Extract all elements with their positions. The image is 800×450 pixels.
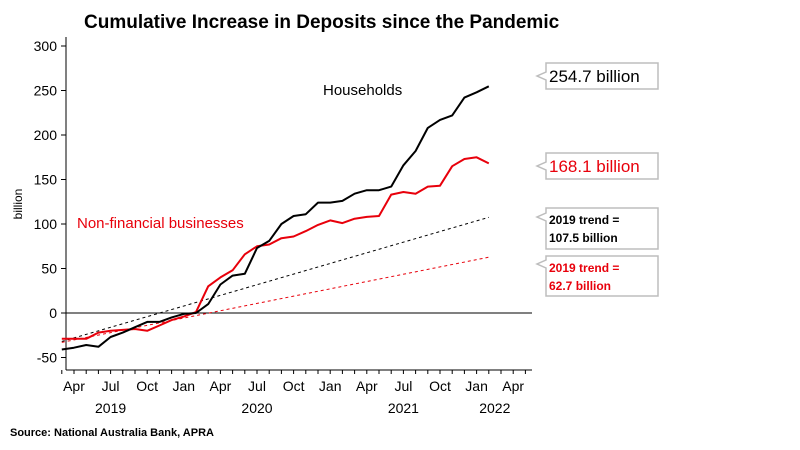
y-tick-label: 150 bbox=[34, 172, 58, 188]
households-trend-line1: 2019 trend = bbox=[549, 213, 619, 227]
year-label: 2019 bbox=[95, 400, 126, 416]
source-note: Source: National Australia Bank, APRA bbox=[10, 427, 214, 439]
households-end-callout: 254.7 billion bbox=[535, 62, 659, 90]
x-tick-label: Apr bbox=[63, 378, 85, 394]
households-trend-line2: 107.5 billion bbox=[549, 231, 618, 245]
year-label: 2021 bbox=[388, 400, 419, 416]
businesses-end-value: 168.1 billion bbox=[549, 157, 640, 176]
y-tick-label: 100 bbox=[34, 216, 58, 232]
x-tick-label: Jul bbox=[248, 378, 266, 394]
series-lines bbox=[61, 85, 490, 351]
x-tick-label: Oct bbox=[283, 378, 305, 394]
businesses-label: Non-financial businesses bbox=[77, 215, 244, 232]
x-tick-label: Apr bbox=[356, 378, 378, 394]
trend-lines bbox=[61, 216, 489, 343]
year-labels: 2019 2020 2021 2022 bbox=[95, 400, 511, 416]
x-tick-label: Jul bbox=[102, 378, 120, 394]
y-tick-label: -50 bbox=[37, 350, 57, 366]
businesses-trend-callout: 2019 trend = 62.7 billion bbox=[535, 255, 659, 297]
y-tick-label: 0 bbox=[49, 305, 57, 321]
businesses-end-callout: 168.1 billion bbox=[535, 152, 659, 180]
x-tick-label: Apr bbox=[502, 378, 524, 394]
x-tick-label: Oct bbox=[429, 378, 451, 394]
x-tick-label: Jan bbox=[319, 378, 342, 394]
businesses-trend-callout-box bbox=[535, 255, 659, 297]
businesses-trend-line2: 62.7 billion bbox=[549, 279, 611, 293]
businesses-end-callout-box bbox=[535, 152, 659, 180]
y-tick-label: 300 bbox=[34, 38, 58, 54]
households-label: Households bbox=[323, 82, 402, 99]
x-tick-label: Jan bbox=[173, 378, 196, 394]
y-tick-label: 200 bbox=[34, 127, 58, 143]
chart-title: Cumulative Increase in Deposits since th… bbox=[84, 12, 560, 33]
households-line bbox=[61, 85, 490, 351]
businesses-line bbox=[61, 156, 490, 340]
households-end-value: 254.7 billion bbox=[549, 67, 640, 86]
households-trend-callout-box bbox=[535, 207, 659, 250]
businesses-trend-line1: 2019 trend = bbox=[549, 261, 619, 275]
y-ticks: 300 250 200 150 100 50 0 -50 bbox=[34, 38, 66, 366]
households-end-callout-box bbox=[535, 62, 659, 90]
y-tick-label: 50 bbox=[41, 261, 57, 277]
households-trend-callout: 2019 trend = 107.5 billion bbox=[535, 207, 659, 250]
year-label: 2022 bbox=[479, 400, 510, 416]
x-tick-label: Jan bbox=[465, 378, 488, 394]
x-tick-label: Apr bbox=[210, 378, 232, 394]
x-tick-label: Oct bbox=[136, 378, 158, 394]
x-ticks: Apr Jul Oct Jan Apr Jul Oct Jan Apr Jul Oct Jan Apr bbox=[61, 370, 526, 394]
households-trend-line bbox=[61, 216, 489, 342]
x-tick-label: Jul bbox=[394, 378, 412, 394]
y-tick-label: 250 bbox=[34, 83, 58, 99]
y-axis-label: billion bbox=[11, 189, 25, 220]
year-label: 2020 bbox=[241, 400, 272, 416]
